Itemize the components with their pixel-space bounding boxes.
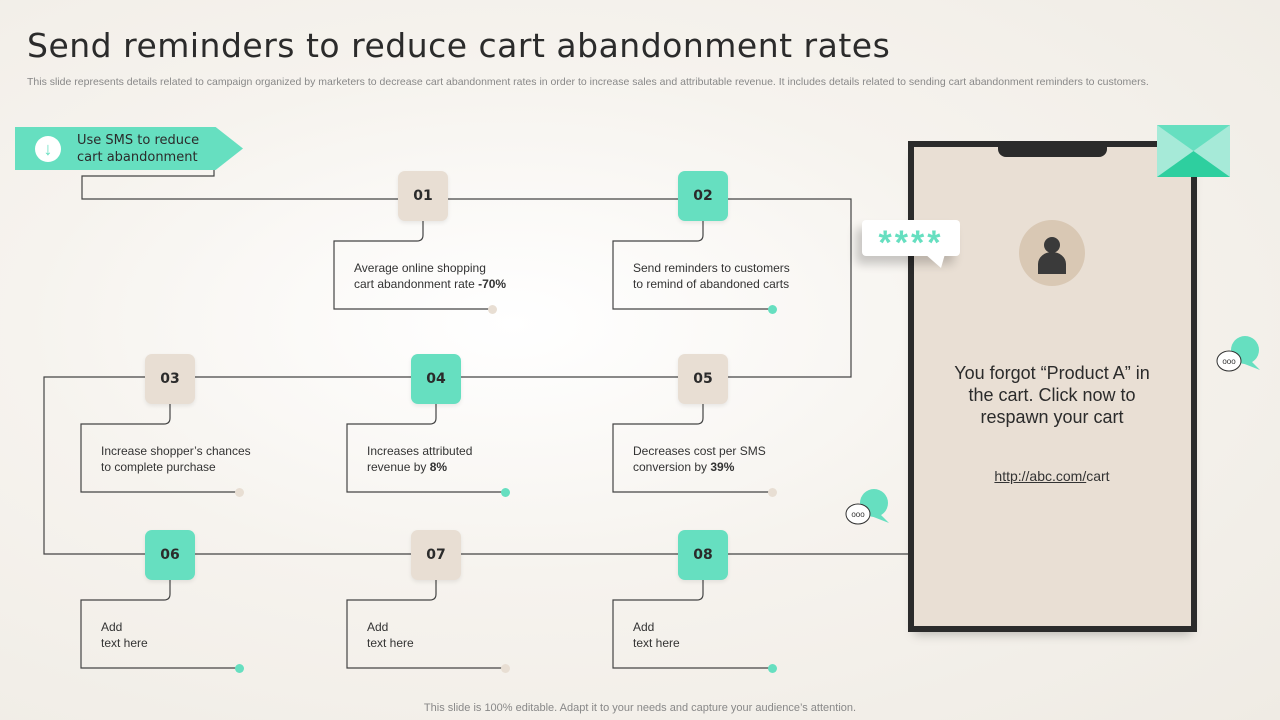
step-line2: conversion by	[633, 460, 711, 474]
step-description: Decreases cost per SMS conversion by 39%	[633, 443, 766, 475]
step-line1: Increase shopper’s chances	[101, 444, 251, 458]
banner-line2: cart abandonment	[77, 150, 198, 165]
step-line2: text here	[101, 636, 148, 650]
step-number-box: 06	[145, 530, 195, 580]
step-end-dot	[501, 664, 510, 673]
step-number-box: 07	[411, 530, 461, 580]
step-number-box: 01	[398, 171, 448, 221]
avatar	[1019, 220, 1085, 286]
step-end-dot	[768, 488, 777, 497]
cart-link-underlined[interactable]: http://abc.com/	[994, 468, 1087, 484]
step-highlight: 39%	[710, 460, 735, 474]
step-line2: text here	[633, 636, 680, 650]
svg-text:ooo: ooo	[1222, 357, 1236, 366]
step-description: Send reminders to customers to remind of …	[633, 260, 790, 292]
page-title: Send reminders to reduce cart abandonmen…	[27, 26, 891, 65]
cart-link[interactable]: http://abc.com/cart	[952, 468, 1152, 484]
step-line1: Decreases cost per SMS	[633, 444, 766, 458]
arrow-down-circle-icon: ↓	[35, 136, 61, 162]
step-description: Average online shopping cart abandonment …	[354, 260, 506, 292]
step-line1: Increases attributed	[367, 444, 473, 458]
step-number-box: 03	[145, 354, 195, 404]
chat-bubbles-icon: ooo	[845, 489, 889, 525]
cart-link-rest[interactable]: cart	[1086, 468, 1110, 484]
step-description: Add text here	[367, 619, 414, 651]
step-line1: Average online shopping	[354, 261, 486, 275]
step-description: Add text here	[101, 619, 148, 651]
step-line2: to remind of abandoned carts	[633, 277, 790, 291]
step-line1: Add	[633, 620, 655, 634]
step-number-box: 05	[678, 354, 728, 404]
step-number-box: 04	[411, 354, 461, 404]
phone-notch	[998, 144, 1107, 157]
step-end-dot	[768, 305, 777, 314]
envelope-icon	[1157, 125, 1230, 177]
step-number-box: 02	[678, 171, 728, 221]
step-highlight: 8%	[429, 460, 448, 474]
step-line1: Send reminders to customers	[633, 261, 790, 275]
step-end-dot	[235, 488, 244, 497]
step-highlight: -70%	[478, 277, 507, 291]
chat-bubbles-icon: ooo	[1216, 336, 1260, 372]
step-line2: to complete purchase	[101, 460, 216, 474]
reminder-message: You forgot “Product A” in the cart. Clic…	[954, 363, 1150, 427]
password-bubble: ****	[862, 220, 960, 262]
page-subtitle: This slide represents details related to…	[27, 76, 1149, 88]
step-line1: Add	[367, 620, 389, 634]
step-line2: cart abandonment rate	[354, 277, 479, 291]
step-line2: text here	[367, 636, 414, 650]
user-icon	[1038, 237, 1066, 274]
step-end-dot	[768, 664, 777, 673]
banner-line1: Use SMS to reduce	[77, 133, 200, 148]
step-end-dot	[488, 305, 497, 314]
step-line1: Add	[101, 620, 123, 634]
step-description: Increases attributed revenue by 8%	[367, 443, 472, 475]
step-line2: revenue by	[367, 460, 430, 474]
bubble-tail	[925, 254, 945, 268]
sms-banner: ↓ Use SMS to reduce cart abandonment	[15, 127, 243, 170]
step-description: Increase shopper’s chances to complete pu…	[101, 443, 251, 475]
step-end-dot	[235, 664, 244, 673]
step-number-box: 08	[678, 530, 728, 580]
step-end-dot	[501, 488, 510, 497]
svg-text:ooo: ooo	[851, 510, 865, 519]
footer-note: This slide is 100% editable. Adapt it to…	[423, 702, 857, 714]
step-description: Add text here	[633, 619, 680, 651]
